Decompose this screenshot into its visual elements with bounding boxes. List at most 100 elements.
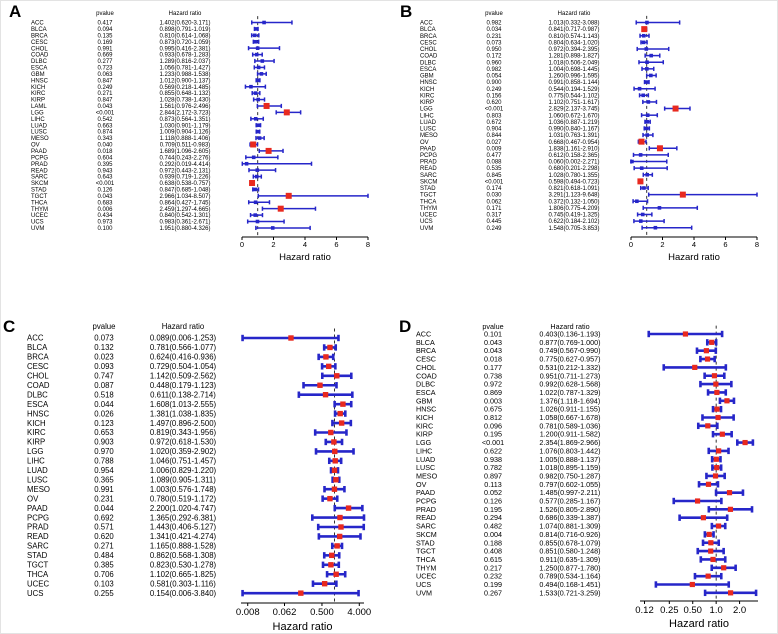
forest-row-UVM: UVM 0.267 1.533(0.721-3.259) <box>416 588 758 597</box>
forest-row-BRCA: BRCA 0.135 0.810(0.614-1.068) <box>31 33 260 39</box>
panel-letter: D <box>399 318 411 336</box>
pvalue-cell: 0.217 <box>484 563 502 572</box>
cancer-type-label: KIRC <box>416 421 433 430</box>
pvalue-cell: 0.960 <box>486 60 502 66</box>
pvalue-cell: 0.132 <box>94 343 114 352</box>
hazard-ratio-ci-cell: 0.781(0.566-1.077) <box>150 343 217 352</box>
cancer-type-label: HNSC <box>420 80 438 86</box>
forest-row-TGCT: TGCT 0.043 2.966(1.034-8.507) <box>31 192 369 200</box>
cancer-type-label: KICH <box>420 87 434 93</box>
forest-row-DLBC: DLBC 0.277 1.289(0.816-2.037) <box>31 58 275 65</box>
cancer-type-label: LIHC <box>31 117 45 123</box>
hazard-ratio-ci-cell: 1.365(0.292-6.381) <box>150 513 217 522</box>
hazard-ratio-ci-cell: 1.102(0.665-1.825) <box>150 570 217 579</box>
hr-point-marker <box>709 339 715 345</box>
hazard-ratio-ci-cell: 2.459(1.297-4.665) <box>159 207 210 213</box>
cancer-type-label: LGG <box>416 438 432 447</box>
forest-row-OV: OV 0.113 0.797(0.602-1.055) <box>416 480 720 489</box>
pvalue-cell: 0.844 <box>486 133 502 139</box>
forest-row-KICH: KICH 0.249 0.569(0.218-1.485) <box>31 84 267 91</box>
panel-letter: B <box>400 2 412 21</box>
forest-row-BLCA: BLCA 0.094 0.898(0.791-1.019) <box>31 26 259 33</box>
pvalue-column-header: pvalue <box>96 11 114 17</box>
pvalue-cell: 0.395 <box>97 162 113 168</box>
cancer-type-label: OV <box>31 143 40 149</box>
forest-row-COAD: COAD 0.738 0.951(0.711-1.273) <box>416 371 726 380</box>
hazard-ratio-ci-cell: 0.089(0.006-1.253) <box>150 334 217 343</box>
cancer-type-label: KIRP <box>31 98 45 104</box>
pvalue-cell: 0.271 <box>97 91 113 97</box>
hazard-ratio-ci-cell: 1.013(0.332-3.088) <box>548 21 599 27</box>
pvalue-cell: 0.126 <box>484 497 502 506</box>
hazard-ratio-ci-cell: 1.118(0.888-1.406) <box>160 136 211 142</box>
cancer-type-label: UCS <box>420 219 433 225</box>
pvalue-cell: 0.604 <box>97 155 113 161</box>
forest-row-UCS: UCS 0.973 0.983(0.361-2.671) <box>31 219 285 226</box>
cancer-type-label: KIRC <box>31 91 46 97</box>
hazard-ratio-ci-cell: 1.689(1.096-2.605) <box>159 149 210 155</box>
hazard-ratio-ci-cell: 0.983(0.361-2.671) <box>159 220 210 226</box>
hr-point-marker <box>249 84 253 89</box>
pvalue-column-header: pvalue <box>93 322 116 331</box>
hr-point-marker <box>705 481 712 487</box>
hr-point-marker <box>256 129 260 134</box>
hazard-ratio-ci-cell: 0.990(0.840-1.167) <box>548 127 599 133</box>
hr-point-marker <box>321 581 328 587</box>
hazard-ratio-ci-cell: 1.006(0.829-1.220) <box>150 466 217 475</box>
panel-letter: A <box>9 2 21 21</box>
pvalue-column-header: pvalue <box>482 322 503 331</box>
pvalue-cell: 0.643 <box>97 175 113 181</box>
forest-row-SARC: SARC 0.845 1.028(0.780-1.355) <box>420 172 654 179</box>
hr-point-marker <box>646 100 651 104</box>
pvalue-cell: 0.317 <box>486 213 502 219</box>
pvalue-cell: 0.096 <box>484 421 502 430</box>
cancer-type-label: ACC <box>31 21 44 27</box>
forest-row-CHOL: CHOL 0.991 0.995(0.416-2.381) <box>31 46 281 52</box>
cancer-type-label: READ <box>27 532 49 541</box>
forest-row-STAD: STAD 0.174 0.821(0.618-1.091) <box>420 185 649 192</box>
x-axis-tick-label: 0 <box>240 240 244 249</box>
hazard-ratio-ci-cell: 0.972(0.394-2.395) <box>548 47 599 53</box>
pvalue-cell: 0.365 <box>94 475 114 484</box>
pvalue-cell: 0.156 <box>486 93 502 99</box>
pvalue-cell: 0.054 <box>486 74 502 80</box>
hazard-ratio-ci-cell: 0.775(0.627-0.957) <box>539 355 600 364</box>
hazard-ratio-ci-cell: 0.581(0.303-1.116) <box>150 579 216 588</box>
cancer-type-label: LUAD <box>27 466 48 475</box>
pvalue-cell: 0.900 <box>486 80 502 86</box>
cancer-type-label: CESC <box>31 40 48 46</box>
pvalue-cell: 0.445 <box>486 219 502 225</box>
hr-point-marker <box>708 540 714 546</box>
forest-row-PCPG: PCPG 0.477 0.612(0.158-2.365) <box>420 152 669 159</box>
x-axis-tick-label: 0 <box>629 240 633 249</box>
cancer-type-label: KIRP <box>416 430 433 439</box>
hazard-ratio-ci-cell: 2.829(2.137-3.745) <box>548 107 599 113</box>
hazard-ratio-ci-cell: 0.403(0.136-1.193) <box>539 330 600 339</box>
hazard-ratio-ci-cell: 1.142(0.509-2.562) <box>150 372 217 381</box>
cancer-type-label: PRAD <box>27 523 49 532</box>
cancer-type-label: TGCT <box>27 561 48 570</box>
pvalue-cell: 0.845 <box>486 173 502 179</box>
forest-row-GBM: GBM 0.063 1.233(0.988-1.538) <box>31 71 267 78</box>
hazard-ratio-ci-cell: 0.862(0.568-1.308) <box>150 551 217 560</box>
cancer-type-label: CHOL <box>27 372 49 381</box>
hazard-ratio-ci-cell: 1.561(0.976-2.496) <box>159 104 210 110</box>
pvalue-cell: 0.571 <box>94 523 114 532</box>
cancer-type-label: READ <box>31 168 48 174</box>
hazard-ratio-ci-cell: 0.780(0.519-1.172) <box>150 494 217 503</box>
pvalue-cell: 0.267 <box>484 588 502 597</box>
pvalue-cell: 0.101 <box>484 330 502 339</box>
hazard-ratio-ci-cell: 1.608(1.013-2.555) <box>150 400 217 409</box>
forest-row-PAAD: PAAD 0.052 1.485(0.997-2.211) <box>416 488 745 497</box>
forest-row-THCA: THCA 0.706 1.102(0.665-1.825) <box>27 570 347 579</box>
x-axis-tick-label: 2 <box>660 240 664 249</box>
pvalue-cell: 0.991 <box>97 46 113 52</box>
hr-point-marker <box>641 40 646 45</box>
forest-row-THCA: THCA 0.062 0.372(0.132-1.050) <box>420 199 649 205</box>
cancer-type-label: LGG <box>27 447 43 456</box>
hazard-ratio-ci-cell: 0.448(0.179-1.123) <box>150 381 217 390</box>
forest-row-BRCA: BRCA 0.231 0.810(0.574-1.143) <box>420 33 650 40</box>
hazard-ratio-ci-cell: 0.544(0.194-1.529) <box>548 87 599 93</box>
cancer-type-label: BLCA <box>420 27 436 33</box>
forest-row-STAD: STAD 0.126 0.847(0.685-1.048) <box>31 187 260 194</box>
